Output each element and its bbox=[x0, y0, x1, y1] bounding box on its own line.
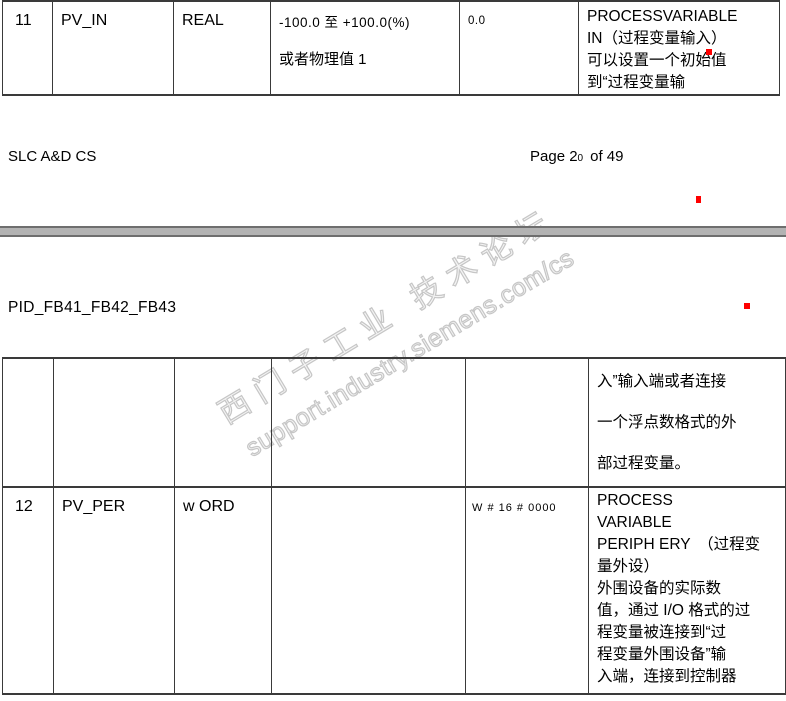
cell-row12-default: W # 16 # 0000 bbox=[465, 486, 589, 695]
parameter-table-page1: 11 PV_IN REAL -100.0 至 +100.0(%) 或者物理值 1… bbox=[2, 0, 780, 96]
cell-row11-description: PROCESSVARIABLE IN（过程变量输入） 可以设置一个初始值 到“过… bbox=[578, 0, 780, 96]
row12-description: PROCESS VARIABLE PERIPH ERY （过程变 量外设） 外围… bbox=[597, 492, 761, 685]
row11-description-continuation: 入”输入端或者连接 一个浮点数格式的外 部过程变量。 bbox=[597, 373, 737, 472]
cell-row11-number: 11 bbox=[2, 0, 53, 96]
cell-cont-description: 入”输入端或者连接 一个浮点数格式的外 部过程变量。 bbox=[588, 357, 786, 488]
cell-row12-datatype: w ORD bbox=[174, 486, 272, 695]
page-number-prefix: Page 2 bbox=[530, 148, 578, 165]
cell-row12-name: PV_PER bbox=[53, 486, 175, 695]
table-row-12: 12 PV_PER w ORD W # 16 # 0000 PROCESS VA… bbox=[2, 486, 786, 695]
cell-row12-number: 12 bbox=[2, 486, 54, 695]
footer-page-number: Page 20 of 49 bbox=[530, 148, 623, 165]
section-heading: PID_FB41_FB42_FB43 bbox=[8, 299, 177, 316]
table-row-11: 11 PV_IN REAL -100.0 至 +100.0(%) 或者物理值 1… bbox=[2, 0, 780, 96]
cell-cont-default bbox=[465, 357, 589, 488]
cell-row11-range: -100.0 至 +100.0(%) 或者物理值 1 bbox=[270, 0, 460, 96]
footer-document-id: SLC A&D CS bbox=[8, 148, 97, 165]
cell-row11-name: PV_IN bbox=[52, 0, 174, 96]
cell-row11-default: 0.0 bbox=[459, 0, 579, 96]
page-number-subscript: 0 bbox=[577, 153, 584, 164]
cell-row12-description: PROCESS VARIABLE PERIPH ERY （过程变 量外设） 外围… bbox=[588, 486, 786, 695]
cell-cont-range bbox=[271, 357, 466, 488]
row12-datatype: w ORD bbox=[183, 498, 235, 515]
row11-description: PROCESSVARIABLE IN（过程变量输入） 可以设置一个初始值 到“过… bbox=[587, 8, 738, 91]
row11-datatype: REAL bbox=[182, 12, 224, 29]
row11-range: -100.0 至 +100.0(%) 或者物理值 1 bbox=[272, 3, 459, 69]
cell-cont-number bbox=[2, 357, 54, 488]
parameter-table-page2: 入”输入端或者连接 一个浮点数格式的外 部过程变量。 12 PV_PER w O… bbox=[2, 357, 786, 695]
page-break-divider bbox=[0, 226, 786, 237]
page-number-suffix: of 49 bbox=[590, 148, 624, 165]
cell-row11-datatype: REAL bbox=[173, 0, 271, 96]
row11-range-line2: 或者物理值 1 bbox=[279, 51, 367, 68]
row12-param-name: PV_PER bbox=[62, 498, 126, 515]
cell-cont-datatype bbox=[174, 357, 272, 488]
cell-row12-range bbox=[271, 486, 466, 695]
row12-default-value: W # 16 # 0000 bbox=[472, 502, 557, 514]
table-row-11-continuation: 入”输入端或者连接 一个浮点数格式的外 部过程变量。 bbox=[2, 357, 786, 488]
red-marker-3 bbox=[744, 303, 750, 309]
row12-number: 12 bbox=[15, 498, 33, 515]
red-marker-2 bbox=[696, 196, 701, 203]
row11-param-name: PV_IN bbox=[61, 12, 108, 29]
cell-cont-name bbox=[53, 357, 175, 488]
row11-number: 11 bbox=[15, 12, 32, 29]
row11-range-line1: -100.0 至 +100.0(%) bbox=[279, 15, 410, 30]
row11-default-value: 0.0 bbox=[468, 15, 486, 27]
red-marker-1 bbox=[706, 49, 712, 55]
